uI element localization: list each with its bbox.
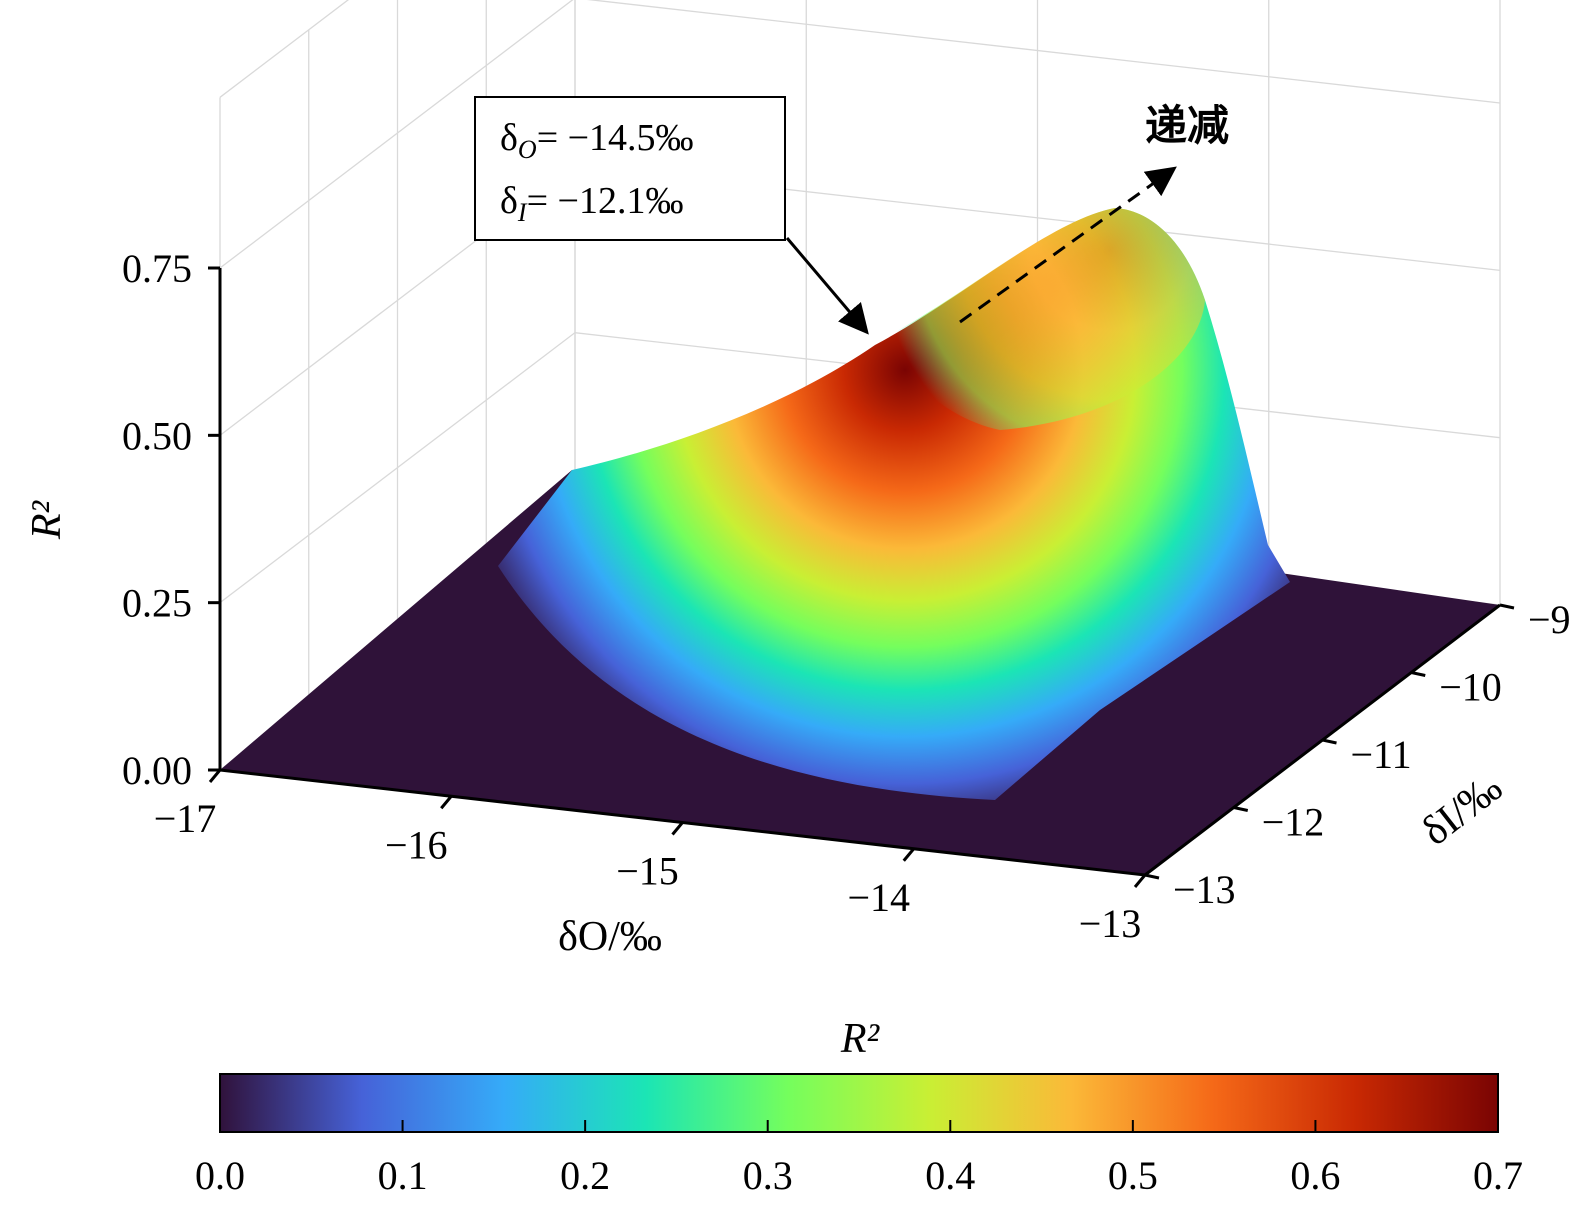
z-axis-label: R² [24, 499, 70, 540]
y-tick-label: −10 [1439, 665, 1502, 710]
colorbar-tick-label: 0.0 [195, 1153, 245, 1198]
y-tick-mark [1233, 806, 1249, 812]
colorbar-tick-label: 0.6 [1290, 1153, 1340, 1198]
y-tick-label: −9 [1528, 597, 1571, 642]
grid-line [219, 0, 350, 98]
y-tick-label: −12 [1262, 800, 1325, 845]
x-tick-label: −15 [616, 849, 679, 894]
surface-ridge-highlight [880, 208, 1205, 430]
colorbar-tick-label: 0.1 [378, 1153, 428, 1198]
colorbar-tick-label: 0.3 [743, 1153, 793, 1198]
x-tick-mark [440, 795, 453, 810]
trend-arrow [959, 166, 1177, 324]
colorbar-ticks: 0.0 0.1 0.2 0.3 0.4 0.5 0.6 0.7 [195, 1120, 1523, 1198]
colorbar: R² 0.0 0.1 0.2 0.3 0.4 0.5 0.6 0.7 [195, 1016, 1523, 1198]
x-tick-mark [1133, 874, 1147, 888]
trend-indicator: 递减 [959, 101, 1229, 324]
x-tick-label: −17 [154, 796, 217, 841]
annotation-line-1: δO= −14.5‰ [500, 117, 694, 164]
annotation-line-2: δI= −12.1‰ [500, 180, 683, 227]
trend-label: 递减 [1145, 101, 1229, 150]
z-ticks: 0.00 0.25 0.50 0.75 [122, 246, 220, 793]
y-tick-label: −13 [1173, 867, 1236, 912]
x-tick-label: −16 [385, 822, 448, 867]
colorbar-label: R² [840, 1016, 881, 1062]
z-tick-label: 0.25 [122, 581, 192, 626]
colorbar-tick-label: 0.7 [1473, 1153, 1523, 1198]
x-ticks: −17 −16 −15 −14 −13 [154, 769, 1147, 946]
z-tick-label: 0.75 [122, 246, 192, 291]
colorbar-tick-label: 0.5 [1108, 1153, 1158, 1198]
y-tick-mark [1322, 738, 1337, 745]
colorbar-tick-label: 0.2 [560, 1153, 610, 1198]
y-tick-label: −11 [1351, 732, 1412, 777]
x-tick-label: −13 [1079, 901, 1142, 946]
peak-annotation: δO= −14.5‰ δI= −12.1‰ [474, 96, 869, 335]
x-tick-mark [671, 821, 684, 836]
annotation-box [474, 96, 786, 241]
y-tick-mark [1410, 671, 1426, 677]
x-tick-label: −14 [847, 875, 910, 920]
y-tick-mark [1499, 603, 1515, 610]
y-axis-label: δI/‰ [1413, 765, 1510, 855]
y-ticks: −13 −12 −11 −10 −9 [1144, 597, 1571, 912]
x-tick-mark [208, 769, 222, 783]
z-tick-label: 0.00 [122, 748, 192, 793]
x-axis-label: δO/‰ [558, 914, 662, 960]
grid-line [219, 0, 1501, 269]
y-tick-mark [1144, 873, 1160, 880]
z-tick-label: 0.50 [122, 413, 192, 458]
colorbar-tick-label: 0.4 [925, 1153, 975, 1198]
colorbar-scale [219, 1073, 1499, 1133]
annotation-arrow [785, 237, 869, 335]
x-tick-mark [902, 847, 915, 862]
